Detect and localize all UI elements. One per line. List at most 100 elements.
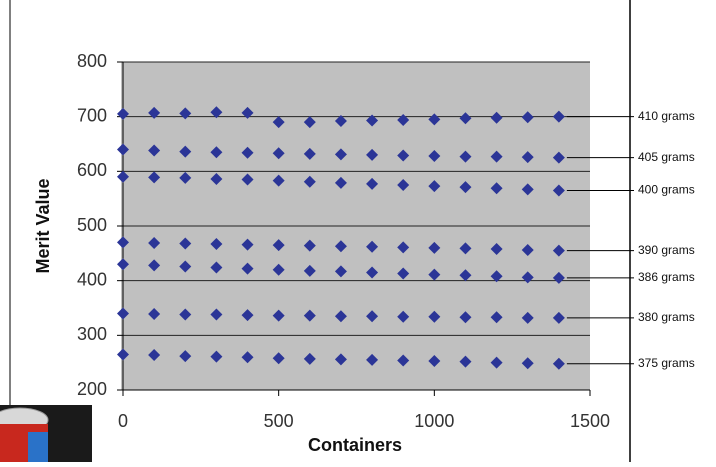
point	[490, 270, 503, 283]
point	[428, 180, 441, 193]
point	[179, 107, 192, 120]
y-tick-label: 400	[77, 269, 107, 289]
point	[334, 240, 347, 253]
point	[459, 150, 472, 163]
series-label: 410 grams	[638, 109, 695, 123]
point	[272, 239, 285, 252]
x-tick-label: 500	[264, 411, 294, 431]
point	[303, 175, 316, 188]
point	[210, 308, 223, 321]
point	[210, 106, 223, 119]
point	[334, 265, 347, 278]
point	[490, 150, 503, 163]
point	[148, 308, 161, 321]
y-tick-label: 300	[77, 324, 107, 344]
point	[334, 115, 347, 128]
point	[521, 311, 534, 324]
point	[366, 353, 379, 366]
x-tick-label: 0	[118, 411, 128, 431]
point	[117, 258, 129, 271]
point	[272, 263, 285, 276]
y-tick-label: 200	[77, 379, 107, 399]
x-axis-title: Containers	[308, 435, 402, 455]
point	[459, 181, 472, 194]
point	[179, 308, 192, 321]
point	[521, 183, 534, 196]
point	[303, 309, 316, 322]
point	[552, 184, 565, 197]
point	[552, 357, 565, 370]
point	[490, 356, 503, 369]
point	[428, 150, 441, 163]
point	[117, 307, 129, 320]
y-tick-label: 500	[77, 215, 107, 235]
point	[397, 267, 410, 280]
point	[428, 268, 441, 281]
point	[428, 310, 441, 323]
point	[397, 310, 410, 323]
point	[521, 357, 534, 370]
point	[179, 145, 192, 158]
point	[148, 171, 161, 184]
y-tick-label: 800	[77, 51, 107, 71]
point	[241, 351, 254, 364]
point	[303, 147, 316, 160]
point	[241, 106, 254, 119]
point	[366, 240, 379, 253]
point	[459, 112, 472, 125]
point	[521, 111, 534, 124]
point	[490, 182, 503, 195]
point	[210, 172, 223, 185]
point	[272, 309, 285, 322]
point	[148, 236, 161, 249]
point	[397, 241, 410, 254]
series-label: 380 grams	[638, 310, 695, 324]
x-tick-label: 1500	[570, 411, 610, 431]
point	[303, 239, 316, 252]
point	[210, 146, 223, 159]
point	[303, 352, 316, 365]
point	[210, 261, 223, 274]
series-label: 405 grams	[638, 150, 695, 164]
point	[272, 147, 285, 160]
point	[428, 355, 441, 368]
point	[210, 350, 223, 363]
point	[459, 242, 472, 255]
point	[490, 111, 503, 124]
point	[459, 269, 472, 282]
point	[117, 236, 129, 249]
point	[179, 171, 192, 184]
point	[241, 238, 254, 251]
point	[272, 352, 285, 365]
point	[366, 177, 379, 190]
point	[117, 170, 129, 183]
point	[490, 242, 503, 255]
point	[428, 113, 441, 126]
point	[179, 237, 192, 250]
point	[241, 173, 254, 186]
point	[303, 116, 316, 129]
point	[552, 151, 565, 164]
point	[179, 260, 192, 273]
point	[552, 110, 565, 123]
point	[397, 179, 410, 191]
point	[366, 310, 379, 323]
point	[334, 353, 347, 366]
point	[552, 271, 565, 284]
point	[272, 174, 285, 187]
point	[117, 107, 129, 120]
point	[334, 176, 347, 189]
point	[459, 355, 472, 368]
point	[366, 148, 379, 161]
y-axis-title: Merit Value	[33, 178, 53, 273]
point	[210, 238, 223, 251]
point	[552, 311, 565, 324]
point	[521, 151, 534, 164]
series-label: 375 grams	[638, 356, 695, 370]
point	[397, 354, 410, 367]
point	[117, 348, 129, 361]
point	[272, 116, 285, 129]
x-tick-label: 1000	[414, 411, 454, 431]
point	[117, 143, 129, 156]
